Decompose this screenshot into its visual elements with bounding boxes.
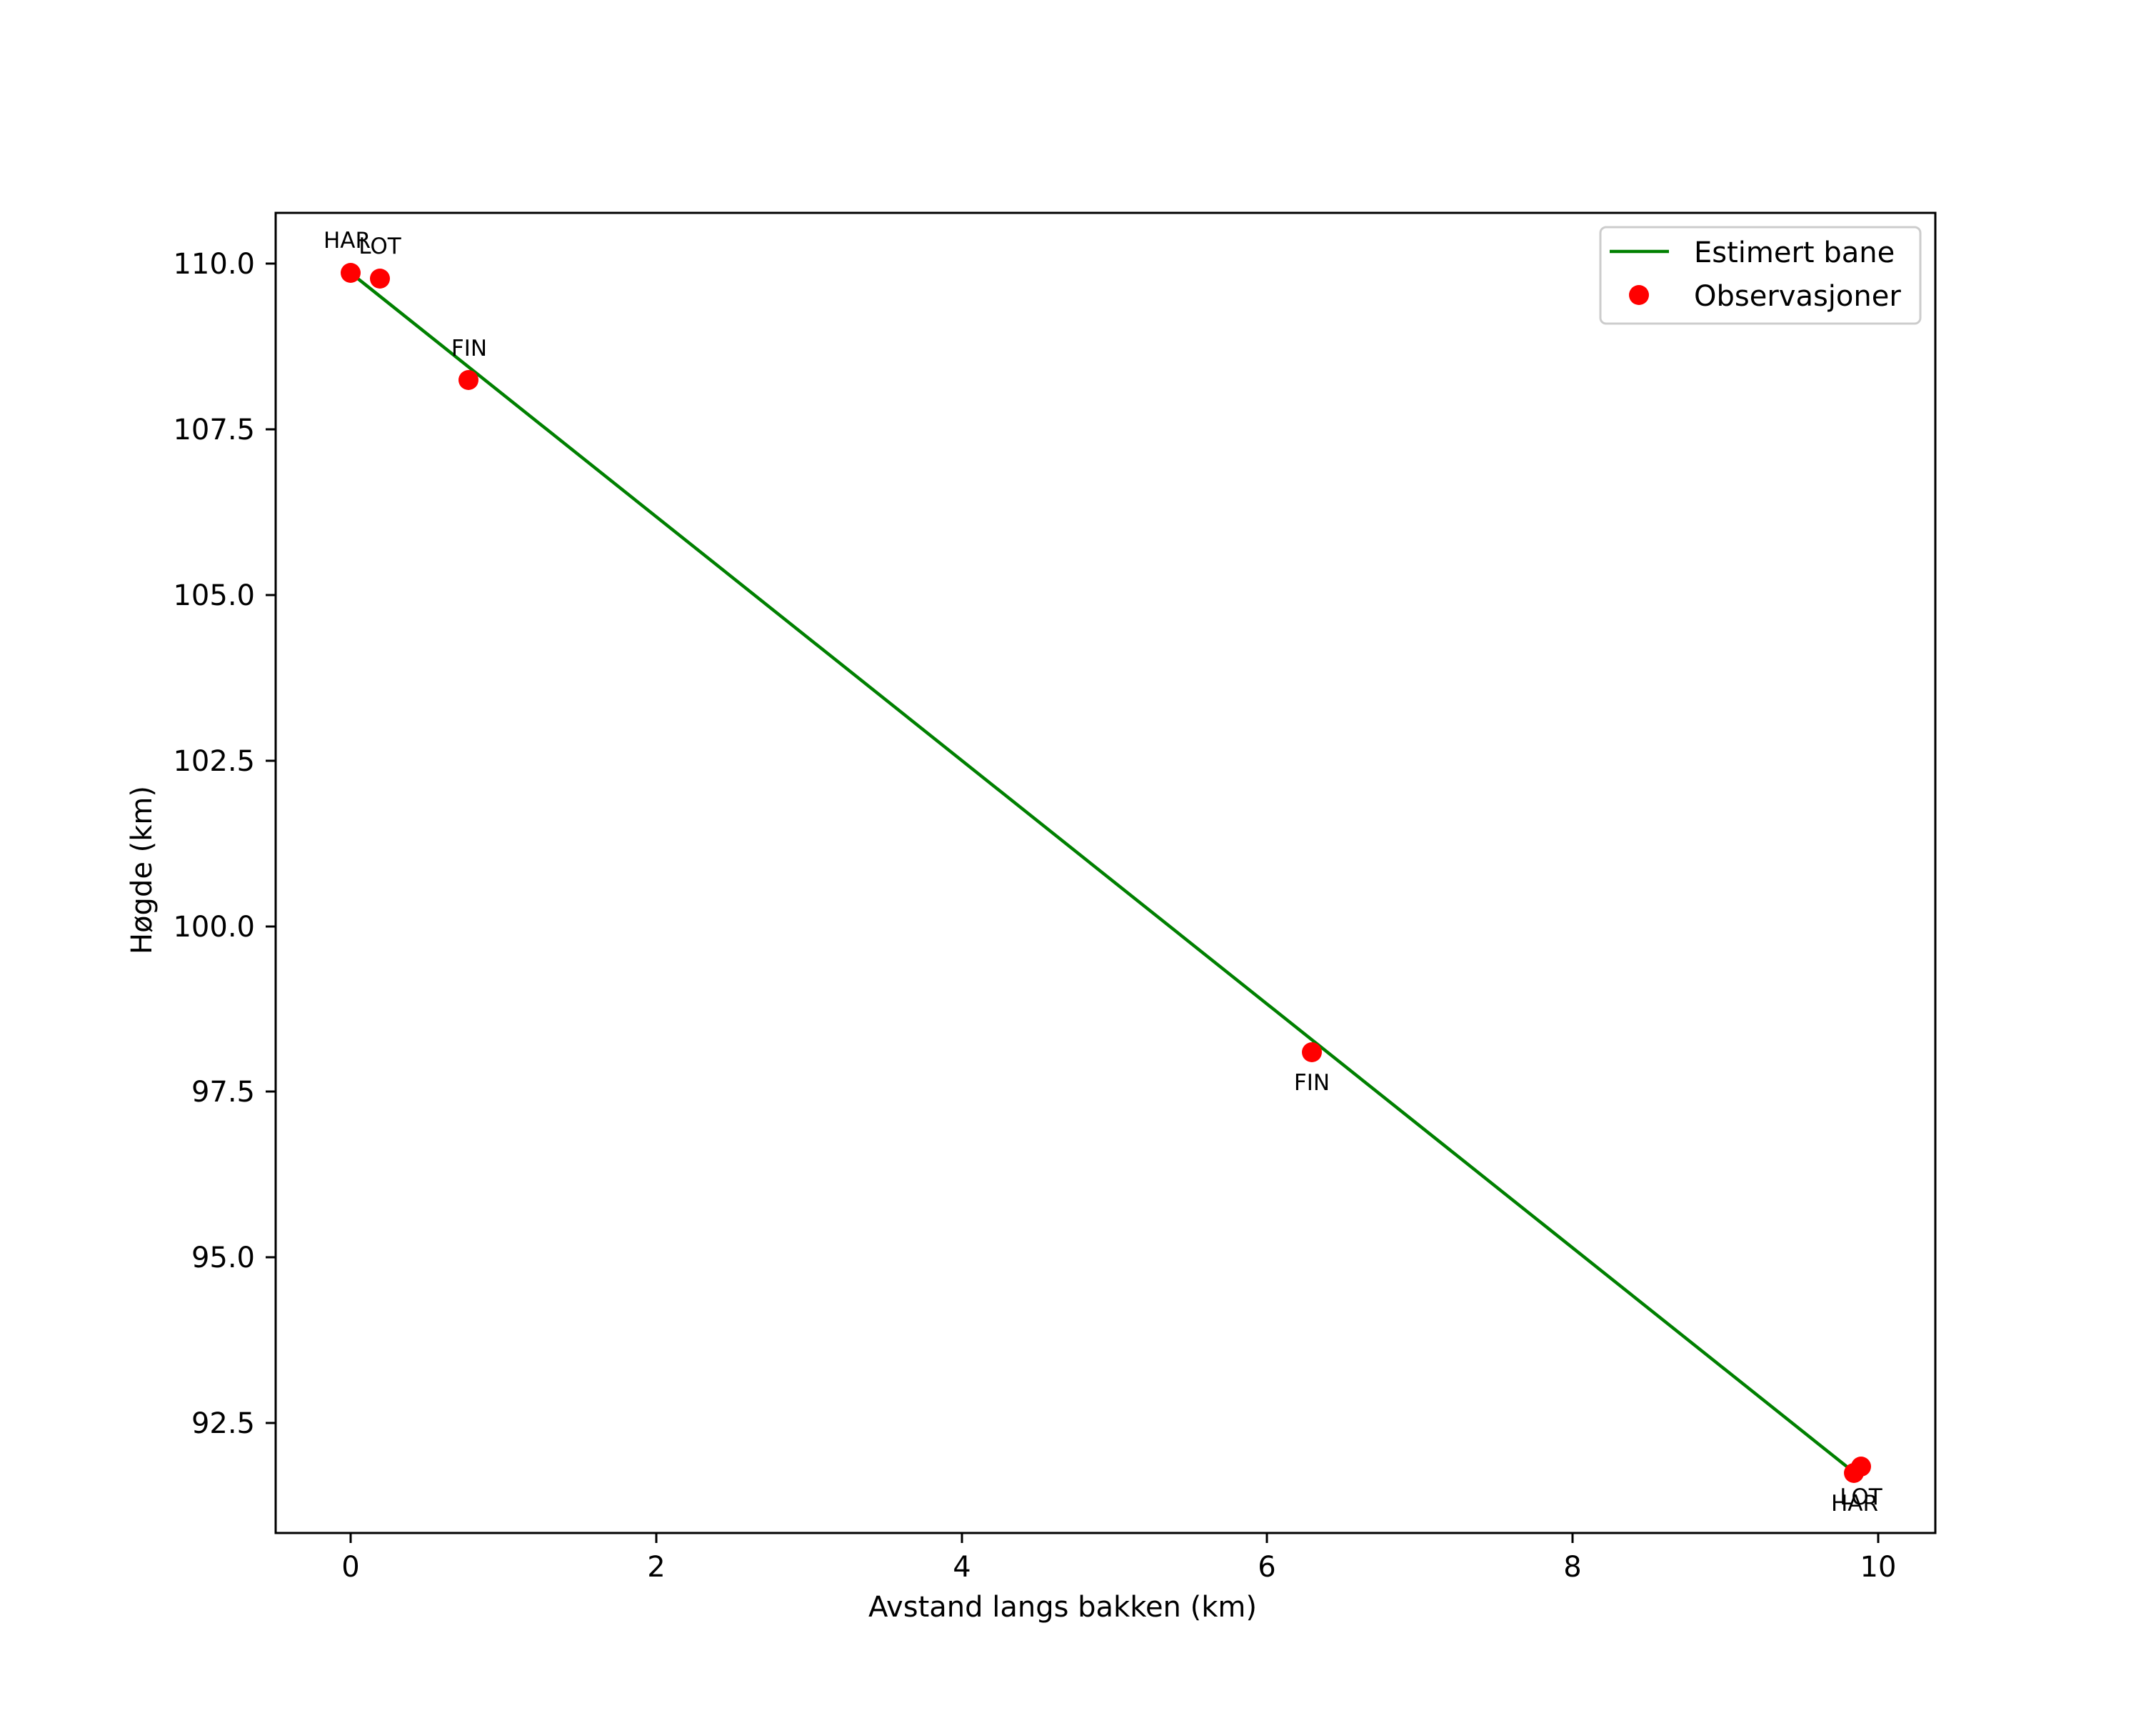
y-tick-label: 107.5	[173, 414, 255, 446]
y-tick-label: 95.0	[191, 1242, 255, 1274]
legend-marker-icon	[1629, 285, 1649, 305]
axes-frame	[274, 211, 1937, 1534]
legend-label: Estimert bane	[1694, 236, 1895, 269]
annotation-label: FIN	[1294, 1070, 1330, 1096]
x-tick-label: 10	[1860, 1551, 1897, 1584]
annotation-label: HAR	[324, 228, 371, 254]
observation-point	[1302, 1042, 1322, 1062]
x-tick-label: 8	[1563, 1551, 1581, 1584]
y-axis: 92.5 95.0 97.5 100.0 102.5 105.0 107.5 1…	[126, 248, 276, 1440]
y-tick-label: 97.5	[191, 1076, 255, 1109]
x-axis-label: Avstand langs bakken (km)	[868, 1591, 1257, 1624]
x-axis: 0 2 4 6 8 10 Avstand langs bakken (km)	[341, 1533, 1896, 1624]
annotation-label: FIN	[451, 336, 487, 361]
y-axis-label: Høgde (km)	[126, 786, 159, 954]
x-tick-marks	[349, 1533, 1880, 1543]
observation-points	[341, 263, 1871, 1483]
observation-point	[341, 263, 361, 283]
legend-box	[1599, 226, 1922, 325]
y-tick-label: 100.0	[173, 911, 255, 944]
y-tick-label: 105.0	[173, 579, 255, 612]
annotation-label: LOT	[359, 234, 402, 259]
annotation-label: HAR	[1831, 1491, 1878, 1517]
legend: Estimert bane Observasjoner	[1599, 226, 1922, 325]
observation-point	[458, 370, 478, 390]
legend-label: Observasjoner	[1694, 280, 1901, 313]
x-tick-label: 4	[953, 1551, 971, 1584]
observation-point	[1851, 1457, 1871, 1477]
estimated-trajectory-line	[349, 271, 1855, 1474]
y-tick-label: 110.0	[173, 248, 255, 281]
point-annotations: HAR LOT FIN FIN LOT HAR	[324, 228, 1883, 1517]
y-tick-label: 92.5	[191, 1407, 255, 1440]
x-tick-label: 0	[341, 1551, 359, 1584]
y-tick-marks	[266, 262, 276, 1424]
annotation-label: LOT	[1840, 1484, 1883, 1510]
x-tick-label: 6	[1258, 1551, 1275, 1584]
x-tick-label: 2	[647, 1551, 665, 1584]
y-tick-label: 102.5	[173, 745, 255, 778]
observation-point	[370, 269, 390, 289]
